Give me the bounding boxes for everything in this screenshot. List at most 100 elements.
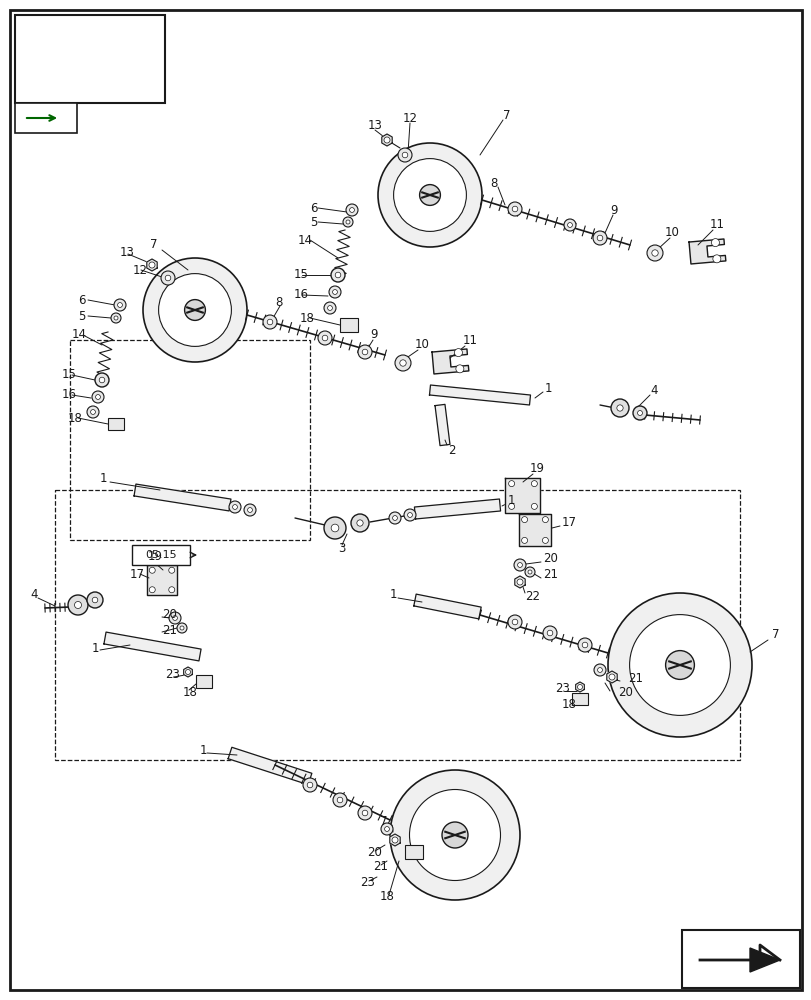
Text: 23: 23 bbox=[165, 668, 180, 682]
Circle shape bbox=[95, 373, 109, 387]
Polygon shape bbox=[381, 134, 392, 146]
Circle shape bbox=[594, 664, 605, 676]
Circle shape bbox=[342, 217, 353, 227]
Circle shape bbox=[229, 501, 241, 513]
Polygon shape bbox=[147, 565, 177, 595]
Text: 18: 18 bbox=[182, 686, 198, 698]
Text: 10: 10 bbox=[664, 227, 679, 239]
Circle shape bbox=[75, 601, 81, 608]
Circle shape bbox=[530, 503, 537, 509]
Text: 18: 18 bbox=[561, 698, 576, 712]
Circle shape bbox=[513, 559, 526, 571]
Circle shape bbox=[404, 509, 415, 521]
Text: 19: 19 bbox=[148, 550, 163, 564]
Text: 8: 8 bbox=[275, 296, 282, 308]
Circle shape bbox=[577, 638, 591, 652]
Circle shape bbox=[380, 823, 393, 835]
Circle shape bbox=[350, 514, 368, 532]
Bar bbox=[681, 930, 799, 988]
Circle shape bbox=[143, 258, 247, 362]
Polygon shape bbox=[414, 594, 481, 619]
Circle shape bbox=[322, 335, 328, 341]
Circle shape bbox=[114, 299, 126, 311]
Circle shape bbox=[512, 619, 517, 625]
Polygon shape bbox=[431, 349, 468, 374]
Text: 1: 1 bbox=[508, 493, 515, 506]
Circle shape bbox=[407, 513, 412, 517]
Text: 4: 4 bbox=[649, 383, 657, 396]
Bar bbox=[195, 675, 212, 688]
Text: 21: 21 bbox=[372, 860, 388, 874]
Text: 21: 21 bbox=[627, 672, 642, 686]
Circle shape bbox=[92, 391, 104, 403]
Circle shape bbox=[243, 504, 255, 516]
Circle shape bbox=[419, 185, 440, 205]
Polygon shape bbox=[183, 667, 192, 677]
Text: 3: 3 bbox=[337, 542, 345, 554]
Bar bbox=[108, 418, 124, 430]
Circle shape bbox=[378, 143, 482, 247]
Circle shape bbox=[607, 593, 751, 737]
Text: 20: 20 bbox=[162, 608, 177, 621]
Bar bbox=[340, 318, 358, 332]
Polygon shape bbox=[228, 747, 311, 785]
Text: 17: 17 bbox=[130, 568, 145, 580]
Text: 21: 21 bbox=[162, 624, 177, 637]
Circle shape bbox=[610, 399, 629, 417]
Circle shape bbox=[161, 271, 175, 285]
Circle shape bbox=[651, 250, 658, 256]
Circle shape bbox=[547, 630, 552, 636]
Circle shape bbox=[629, 615, 730, 715]
Circle shape bbox=[508, 503, 514, 509]
Text: 14: 14 bbox=[72, 328, 87, 342]
Text: 12: 12 bbox=[402, 112, 417, 125]
Text: 2: 2 bbox=[448, 444, 455, 456]
Circle shape bbox=[542, 517, 547, 523]
Text: 8: 8 bbox=[489, 177, 497, 190]
Text: 21: 21 bbox=[543, 568, 557, 580]
Circle shape bbox=[596, 235, 602, 241]
Text: 6: 6 bbox=[78, 294, 85, 306]
Circle shape bbox=[441, 822, 467, 848]
Bar bbox=[571, 693, 587, 705]
Text: 20: 20 bbox=[617, 686, 632, 700]
Circle shape bbox=[508, 481, 514, 487]
Circle shape bbox=[327, 306, 332, 310]
Text: 05.15: 05.15 bbox=[145, 550, 177, 560]
Circle shape bbox=[169, 567, 174, 573]
Circle shape bbox=[512, 206, 517, 212]
Circle shape bbox=[455, 365, 463, 373]
Text: 17: 17 bbox=[561, 516, 577, 528]
Circle shape bbox=[333, 793, 346, 807]
Circle shape bbox=[362, 810, 367, 816]
Circle shape bbox=[633, 406, 646, 420]
Circle shape bbox=[318, 331, 332, 345]
Circle shape bbox=[169, 612, 181, 624]
Text: 18: 18 bbox=[380, 890, 394, 903]
Polygon shape bbox=[414, 499, 500, 519]
Circle shape bbox=[646, 245, 663, 261]
Text: 4: 4 bbox=[30, 587, 37, 600]
Circle shape bbox=[324, 302, 336, 314]
Circle shape bbox=[345, 204, 358, 216]
Text: 15: 15 bbox=[62, 368, 77, 381]
Circle shape bbox=[508, 615, 521, 629]
Circle shape bbox=[87, 406, 99, 418]
Circle shape bbox=[328, 286, 341, 298]
Circle shape bbox=[712, 255, 720, 263]
Circle shape bbox=[324, 517, 345, 539]
Circle shape bbox=[356, 520, 363, 526]
Text: 1: 1 bbox=[389, 588, 397, 601]
Circle shape bbox=[232, 505, 237, 509]
Circle shape bbox=[331, 524, 338, 532]
Circle shape bbox=[177, 623, 187, 633]
Circle shape bbox=[710, 239, 719, 247]
Circle shape bbox=[158, 274, 231, 346]
Circle shape bbox=[521, 517, 527, 523]
Polygon shape bbox=[749, 948, 779, 972]
Circle shape bbox=[149, 587, 155, 593]
Circle shape bbox=[118, 303, 122, 307]
Circle shape bbox=[608, 674, 614, 680]
Circle shape bbox=[149, 567, 155, 573]
Text: 22: 22 bbox=[525, 590, 539, 603]
